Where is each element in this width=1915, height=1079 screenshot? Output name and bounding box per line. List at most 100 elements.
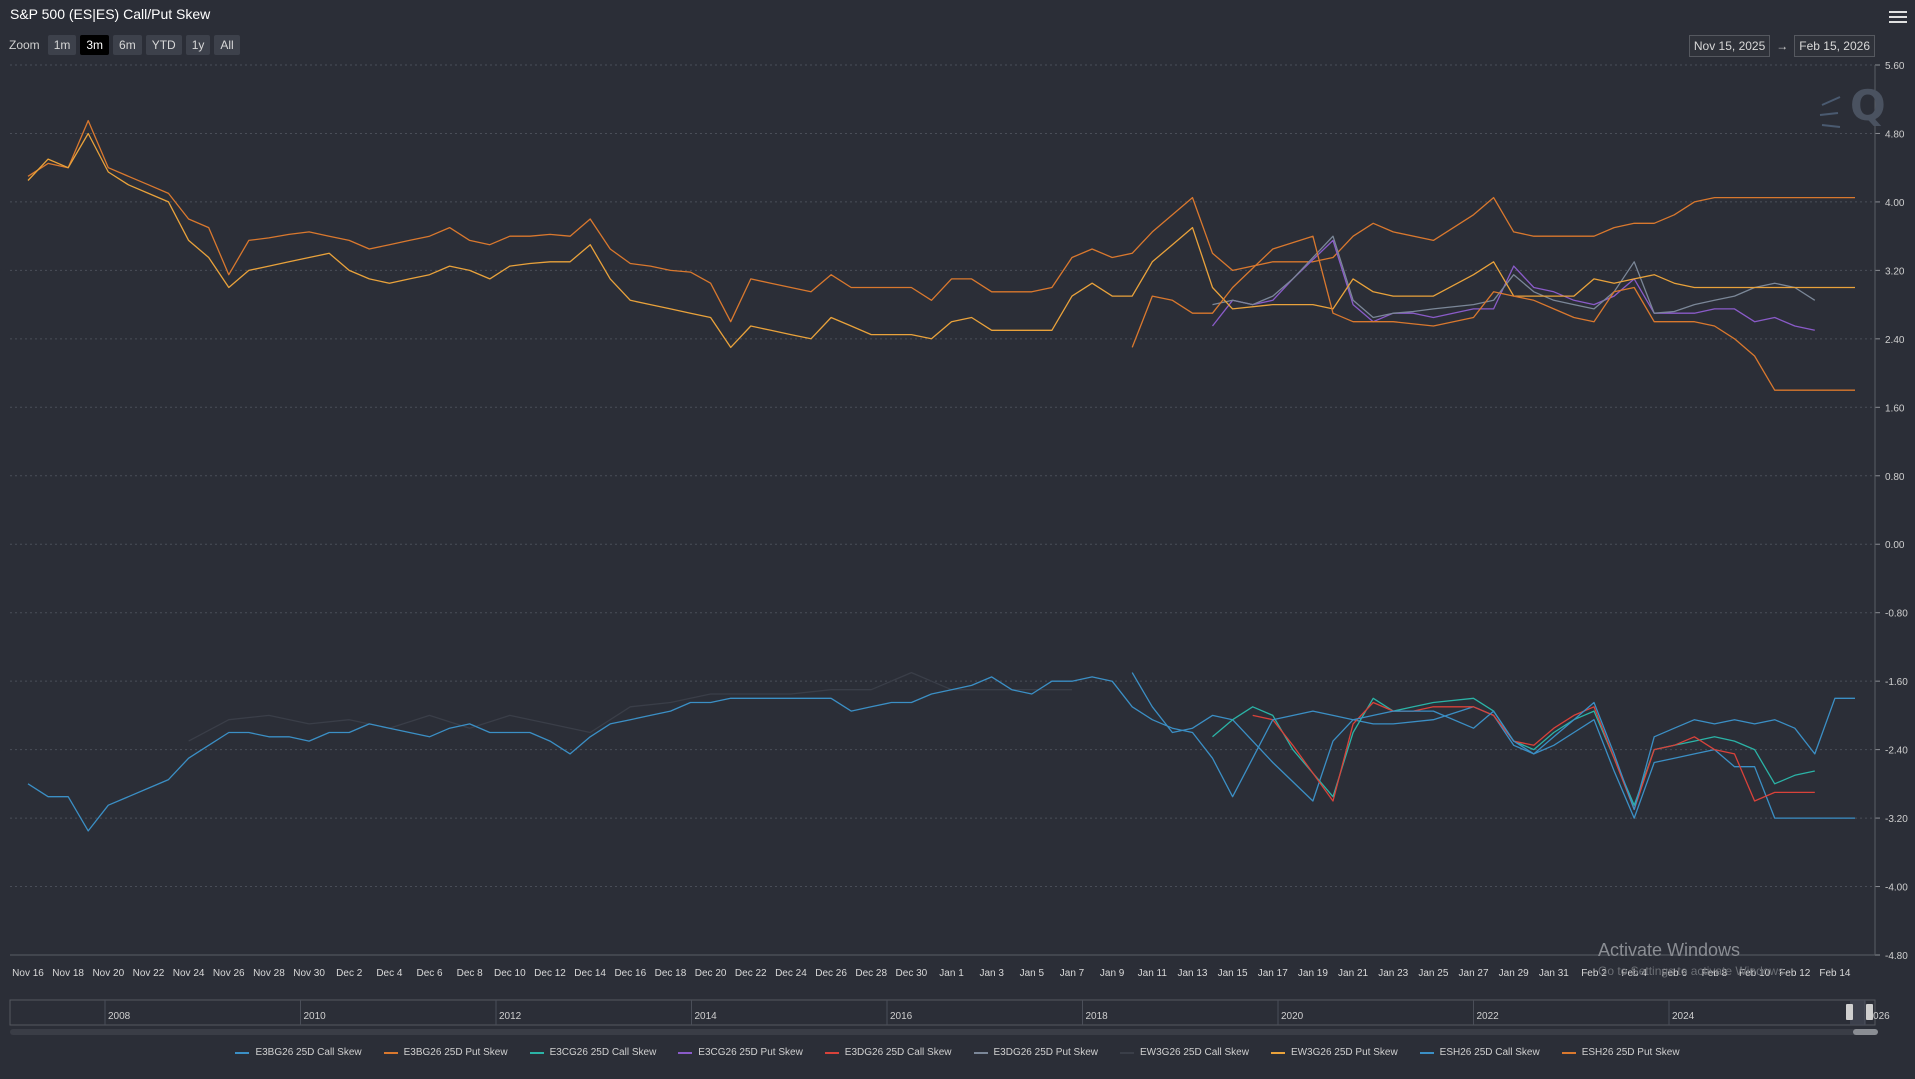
x-tick-label: Dec 20 [695, 968, 727, 979]
x-tick-label: Feb 2 [1581, 968, 1607, 979]
series-line-1 [27, 119, 1855, 323]
navigator-tick-label: 2024 [1672, 1011, 1695, 1022]
chart-menu-icon[interactable] [1889, 8, 1907, 24]
y-tick-label: -0.80 [1885, 609, 1908, 620]
x-tick-label: Dec 22 [735, 968, 767, 979]
series-line-3 [1211, 239, 1815, 331]
x-tick-label: Jan 9 [1100, 968, 1125, 979]
series-line-8 [27, 676, 1855, 832]
y-tick-label: 4.00 [1885, 198, 1905, 209]
y-tick-label: 2.40 [1885, 335, 1905, 346]
navigator-scrollbar-thumb [1853, 1029, 1878, 1035]
legend-item-3[interactable]: E3CG26 25D Put Skew [678, 1047, 803, 1058]
chart-legend: E3BG26 25D Call Skew E3BG26 25D Put Skew E… [0, 1047, 1915, 1058]
x-tick-label: Dec 6 [416, 968, 443, 979]
zoom-button-all[interactable]: All [214, 35, 240, 55]
legend-swatch [529, 1051, 544, 1054]
legend-item-7[interactable]: EW3G26 25D Put Skew [1270, 1047, 1398, 1058]
legend-swatch [1419, 1051, 1434, 1054]
zoom-button-6m[interactable]: 6m [113, 35, 142, 55]
navigator-selection [1850, 1000, 1866, 1025]
x-tick-label: Dec 28 [855, 968, 887, 979]
legend-label: E3CG26 25D Put Skew [698, 1047, 803, 1058]
series-line-7 [27, 132, 1855, 349]
range-arrow: → [1776, 39, 1789, 53]
navigator-frame [9, 999, 1876, 1026]
legend-item-2[interactable]: E3CG26 25D Call Skew [529, 1047, 657, 1058]
x-tick-label: Jan 7 [1060, 968, 1085, 979]
x-tick-label: Dec 16 [614, 968, 646, 979]
range-from-input[interactable]: Nov 15, 2025 [1688, 35, 1771, 57]
legend-swatch [1120, 1051, 1135, 1054]
x-tick-label: Nov 16 [12, 968, 44, 979]
x-tick-label: Dec 14 [574, 968, 606, 979]
series-line-5 [1212, 235, 1816, 319]
legend-label: ESH26 25D Put Skew [1581, 1047, 1680, 1058]
x-tick-label: Dec 4 [376, 968, 403, 979]
legend-label: ESH26 25D Call Skew [1439, 1047, 1540, 1058]
legend-label: E3DG26 25D Put Skew [993, 1047, 1099, 1058]
x-tick-label: Jan 11 [1138, 968, 1168, 979]
legend-swatch [824, 1051, 839, 1054]
x-tick-label: Jan 13 [1177, 968, 1207, 979]
x-tick-label: Dec 10 [494, 968, 526, 979]
navigator-scrollbar [10, 1029, 1875, 1035]
zoom-button-1y[interactable]: 1y [185, 35, 211, 55]
legend-label: EW3G26 25D Put Skew [1290, 1047, 1398, 1058]
x-tick-label: Dec 8 [457, 968, 484, 979]
legend-item-6[interactable]: EW3G26 25D Call Skew [1120, 1047, 1249, 1058]
series-line-9 [1131, 235, 1855, 391]
activate-windows-hint: Go to Settings to activate Windows. [1598, 964, 1788, 978]
legend-item-1[interactable]: E3BG26 25D Put Skew [383, 1047, 508, 1058]
legend-item-4[interactable]: E3DG26 25D Call Skew [824, 1047, 952, 1058]
x-tick-label: Jan 1 [939, 968, 964, 979]
y-tick-label: -2.40 [1885, 746, 1908, 757]
x-tick-label: Jan 31 [1539, 968, 1569, 979]
navigator-tick-label: 2016 [890, 1011, 913, 1022]
navigator-tick-label: 2020 [1281, 1011, 1304, 1022]
legend-item-8[interactable]: ESH26 25D Call Skew [1419, 1047, 1540, 1058]
y-tick-label: 0.80 [1885, 472, 1905, 483]
brand-logo-icon: Q [1819, 81, 1886, 130]
legend-item-5[interactable]: E3DG26 25D Put Skew [973, 1047, 1099, 1058]
series-line-6 [188, 671, 1072, 742]
navigator-tick-label: 2014 [695, 1011, 718, 1022]
legend-swatch [383, 1051, 398, 1054]
y-tick-label: 0.00 [1885, 540, 1905, 551]
legend-item-0[interactable]: E3BG26 25D Call Skew [235, 1047, 362, 1058]
navigator-handle-right [1866, 1004, 1873, 1020]
x-tick-label: Nov 26 [213, 968, 245, 979]
y-tick-label: 5.60 [1885, 61, 1905, 72]
legend-label: E3CG26 25D Call Skew [549, 1047, 657, 1058]
chart-title: S&P 500 (ES|ES) Call/Put Skew [10, 6, 211, 22]
legend-item-9[interactable]: ESH26 25D Put Skew [1561, 1047, 1680, 1058]
zoom-button-3m[interactable]: 3m [80, 35, 110, 55]
x-tick-label: Nov 20 [92, 968, 124, 979]
legend-swatch [1270, 1051, 1285, 1054]
x-tick-label: Jan 27 [1459, 968, 1489, 979]
y-tick-label: -4.80 [1885, 951, 1908, 962]
x-tick-label: Jan 17 [1258, 968, 1288, 979]
x-tick-label: Nov 24 [173, 968, 205, 979]
x-tick-label: Dec 12 [534, 968, 566, 979]
y-tick-label: -1.60 [1885, 677, 1908, 688]
x-tick-label: Feb 4 [1621, 968, 1647, 979]
navigator-tick-label: 2012 [499, 1011, 522, 1022]
navigator-tick-label: 2008 [108, 1011, 131, 1022]
zoom-label: Zoom [9, 38, 40, 52]
range-to-input[interactable]: Feb 15, 2026 [1794, 35, 1875, 57]
y-axis-labels: 5.60 4.80 4.00 3.20 2.40 1.60 0.80 0.00 -0.80 -1.… [1885, 61, 1908, 962]
x-tick-label: Dec 24 [775, 968, 807, 979]
navigator-tick-label: 2022 [1477, 1011, 1500, 1022]
x-tick-label: Feb 10 [1739, 968, 1771, 979]
y-tick-label: 4.80 [1885, 129, 1905, 140]
x-tick-label: Nov 18 [52, 968, 84, 979]
y-tick-label: 1.60 [1885, 403, 1905, 414]
zoom-button-ytd[interactable]: YTD [145, 35, 182, 55]
x-tick-label: Nov 22 [133, 968, 165, 979]
y-tick-label: -4.00 [1885, 883, 1908, 894]
legend-swatch [235, 1051, 250, 1054]
x-tick-label: Jan 3 [979, 968, 1004, 979]
legend-label: E3BG26 25D Call Skew [255, 1047, 362, 1058]
zoom-button-1m[interactable]: 1m [47, 35, 77, 55]
